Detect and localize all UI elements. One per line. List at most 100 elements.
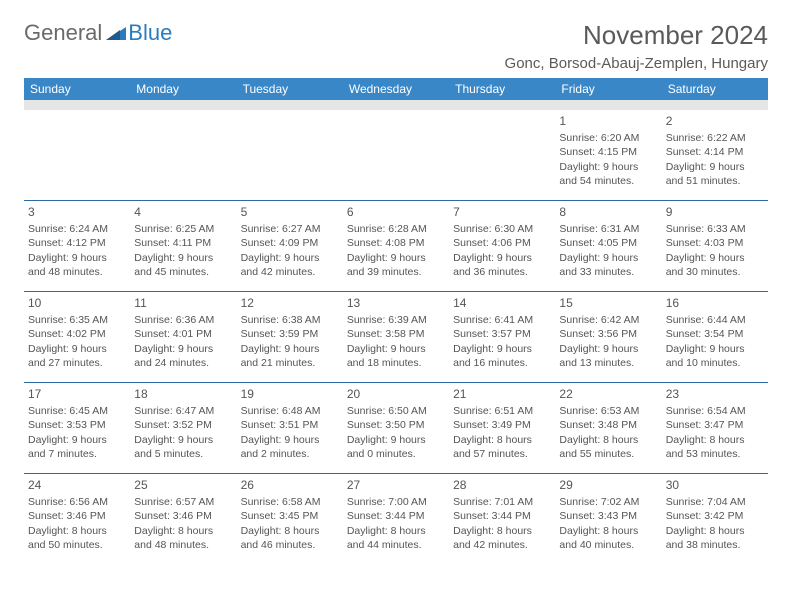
daylight-text: Daylight: 9 hours and 10 minutes. [666,342,764,370]
sunset-text: Sunset: 3:53 PM [28,418,126,432]
day-cell: 21Sunrise: 6:51 AMSunset: 3:49 PMDayligh… [449,383,555,474]
day-number: 11 [134,295,232,311]
sunset-text: Sunset: 4:09 PM [241,236,339,250]
day-number: 28 [453,477,551,493]
sunrise-text: Sunrise: 6:20 AM [559,131,657,145]
daylight-text: Daylight: 9 hours and 21 minutes. [241,342,339,370]
sunrise-text: Sunrise: 6:30 AM [453,222,551,236]
weekday-header: Thursday [449,78,555,100]
sunrise-text: Sunrise: 6:47 AM [134,404,232,418]
day-cell: 19Sunrise: 6:48 AMSunset: 3:51 PMDayligh… [237,383,343,474]
weekday-header: Saturday [662,78,768,100]
day-cell: 10Sunrise: 6:35 AMSunset: 4:02 PMDayligh… [24,292,130,383]
week-row: 3Sunrise: 6:24 AMSunset: 4:12 PMDaylight… [24,201,768,292]
location: Gonc, Borsod-Abauj-Zemplen, Hungary [505,55,768,72]
daylight-text: Daylight: 8 hours and 57 minutes. [453,433,551,461]
day-cell [24,110,130,201]
sunrise-text: Sunrise: 6:44 AM [666,313,764,327]
daylight-text: Daylight: 8 hours and 42 minutes. [453,524,551,552]
day-number: 12 [241,295,339,311]
sunrise-text: Sunrise: 6:41 AM [453,313,551,327]
sunrise-text: Sunrise: 6:35 AM [28,313,126,327]
week-row: 10 Sunrise: 6:35 AMSunset: 4:02 PM Dayligh… [24,292,768,383]
calendar-table: Sunday Monday Tuesday Wednesday Thursday… [24,78,768,564]
day-cell: 12 Sunrise: 6:38 AMSunset: 3:59 PMDayligh… [237,292,343,383]
sunrise-text: Sunrise: 6:51 AM [453,404,551,418]
daylight-text: Daylight: 9 hours and 5 minutes. [134,433,232,461]
day-number: 22 [559,386,657,402]
sunrise-text: Sunrise: 6:38 AM [241,313,339,327]
day-number: 10 [28,295,126,311]
sunset-text: Sunset: 3:49 PM [453,418,551,432]
day-number: 14 [453,295,551,311]
day-cell: 25Sunrise: 6:57 AMSunset: 3:46 PMDayligh… [130,474,236,565]
sunset-text: Sunset: 4:15 PM [559,145,657,159]
week-row: 24Sunrise: 6:56 AMSunset: 3:46 PMDayligh… [24,474,768,565]
sunrise-text: Sunrise: 6:24 AM [28,222,126,236]
header: General Blue November 2024 Gonc, Borsod-… [24,20,768,72]
sunrise-text: Sunrise: 6:57 AM [134,495,232,509]
day-cell: 2Sunrise: 6:22 AMSunset: 4:14 PMDaylight… [662,110,768,201]
day-cell: 22Sunrise: 6:53 AMSunset: 3:48 PMDayligh… [555,383,661,474]
day-cell: 11Sunrise: 6:36 AMSunset: 4:01 PMDayligh… [130,292,236,383]
sunset-text: Sunset: 4:11 PM [134,236,232,250]
day-cell [449,110,555,201]
sunrise-text: Sunrise: 6:28 AM [347,222,445,236]
day-number: 5 [241,204,339,220]
sunset-text: Sunset: 3:59 PM [241,327,339,341]
logo-triangle-icon [106,20,126,46]
daylight-text: Daylight: 9 hours and 18 minutes. [347,342,445,370]
sunset-text: Sunset: 3:51 PM [241,418,339,432]
day-number: 8 [559,204,657,220]
day-cell: 5Sunrise: 6:27 AMSunset: 4:09 PMDaylight… [237,201,343,292]
day-number: 3 [28,204,126,220]
daylight-text: Daylight: 9 hours and 2 minutes. [241,433,339,461]
day-number: 4 [134,204,232,220]
day-number: 24 [28,477,126,493]
month-title: November 2024 [505,20,768,51]
daylight-text: Daylight: 9 hours and 16 minutes. [453,342,551,370]
daylight-text: Daylight: 9 hours and 39 minutes. [347,251,445,279]
daylight-text: Daylight: 8 hours and 38 minutes. [666,524,764,552]
spacer-row [24,100,768,110]
sunrise-text: Sunrise: 6:31 AM [559,222,657,236]
title-block: November 2024 Gonc, Borsod-Abauj-Zemplen… [505,20,768,72]
weekday-header: Tuesday [237,78,343,100]
daylight-text: Daylight: 8 hours and 46 minutes. [241,524,339,552]
day-cell: 27Sunrise: 7:00 AMSunset: 3:44 PMDayligh… [343,474,449,565]
sunset-text: Sunset: 4:03 PM [666,236,764,250]
day-number: 6 [347,204,445,220]
day-number: 30 [666,477,764,493]
daylight-text: Daylight: 9 hours and 33 minutes. [559,251,657,279]
sunset-text: Sunset: 3:45 PM [241,509,339,523]
daylight-text: Daylight: 9 hours and 30 minutes. [666,251,764,279]
day-cell: 3Sunrise: 6:24 AMSunset: 4:12 PMDaylight… [24,201,130,292]
sunset-text: Sunset: 3:46 PM [28,509,126,523]
day-cell: 1Sunrise: 6:20 AMSunset: 4:15 PMDaylight… [555,110,661,201]
sunset-text: Sunset: 4:14 PM [666,145,764,159]
day-number: 9 [666,204,764,220]
sunrise-text: Sunrise: 7:04 AM [666,495,764,509]
sunset-text: Sunset: 3:47 PM [666,418,764,432]
sunset-text: Sunset: 3:57 PM [453,327,551,341]
weekday-header-row: Sunday Monday Tuesday Wednesday Thursday… [24,78,768,100]
day-cell [343,110,449,201]
day-cell: 28Sunrise: 7:01 AMSunset: 3:44 PMDayligh… [449,474,555,565]
week-row: 17Sunrise: 6:45 AMSunset: 3:53 PMDayligh… [24,383,768,474]
sunrise-text: Sunrise: 6:42 AM [559,313,657,327]
sunrise-text: Sunrise: 6:36 AM [134,313,232,327]
sunrise-text: Sunrise: 6:53 AM [559,404,657,418]
sunset-text: Sunset: 4:02 PM [28,327,126,341]
day-cell: 23Sunrise: 6:54 AMSunset: 3:47 PMDayligh… [662,383,768,474]
daylight-text: Daylight: 9 hours and 42 minutes. [241,251,339,279]
day-cell: 14 Sunrise: 6:41 AMSunset: 3:57 PMDayligh… [449,292,555,383]
week-row: 1Sunrise: 6:20 AMSunset: 4:15 PMDaylight… [24,110,768,201]
day-cell: 18Sunrise: 6:47 AMSunset: 3:52 PMDayligh… [130,383,236,474]
sunrise-text: Sunrise: 7:02 AM [559,495,657,509]
logo-text-general: General [24,20,102,46]
day-cell [130,110,236,201]
weekday-header: Wednesday [343,78,449,100]
sunset-text: Sunset: 3:54 PM [666,327,764,341]
day-number: 15 [559,295,657,311]
day-cell: 17Sunrise: 6:45 AMSunset: 3:53 PMDayligh… [24,383,130,474]
